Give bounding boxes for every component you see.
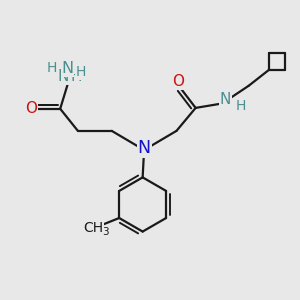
Text: 3: 3: [102, 227, 109, 237]
Text: N: N: [61, 61, 74, 76]
Text: N: N: [137, 139, 151, 157]
Text: N: N: [220, 92, 231, 107]
Text: H: H: [235, 99, 246, 113]
Text: CH: CH: [83, 221, 103, 235]
Text: H: H: [76, 65, 86, 79]
Text: O: O: [172, 74, 184, 89]
Text: N: N: [58, 69, 69, 84]
Text: H: H: [46, 61, 56, 75]
Text: O: O: [25, 101, 37, 116]
Text: H: H: [70, 69, 82, 84]
